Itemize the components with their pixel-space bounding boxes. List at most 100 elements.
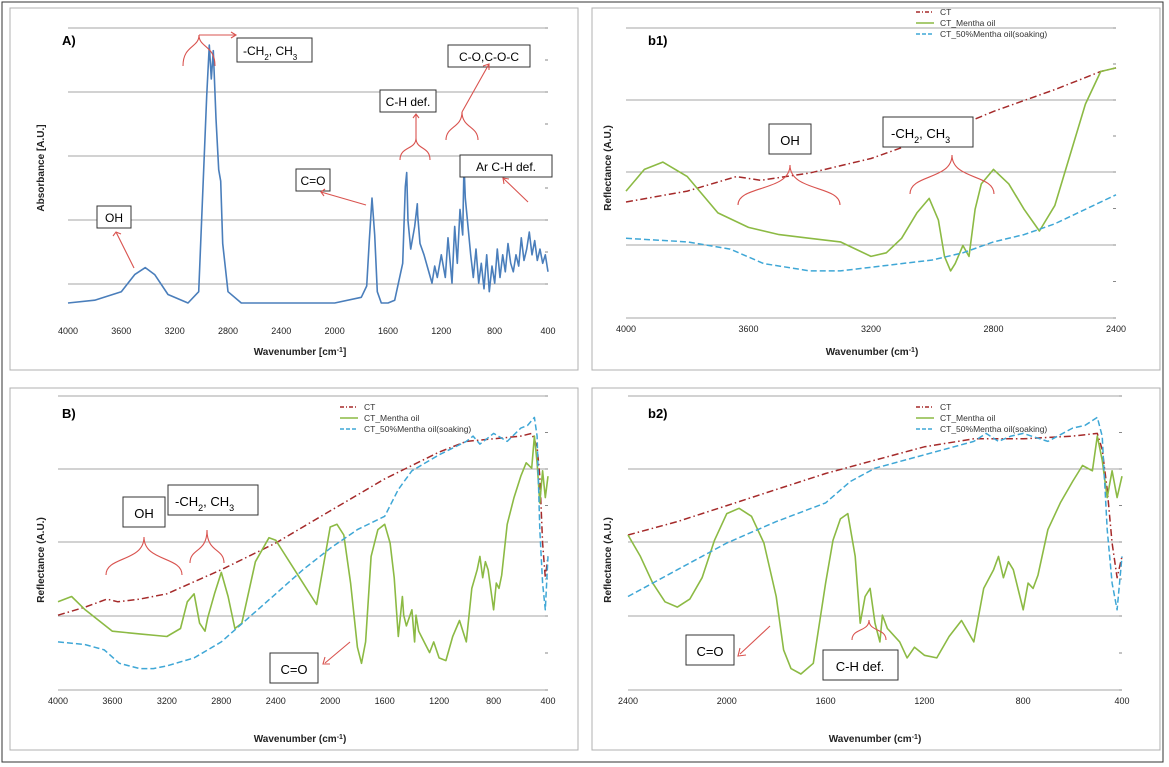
svg-text:C=O: C=O xyxy=(696,644,723,659)
legend-label: CT_50%Mentha oil(soaking) xyxy=(364,424,471,434)
panel-A-title: A) xyxy=(62,33,76,48)
svg-text:C=O: C=O xyxy=(280,662,307,677)
panel-B-annotation-ch2-ch3: -CH2, CH3 xyxy=(167,484,259,564)
panel-B-title: B) xyxy=(62,406,76,421)
x-tick-label: 3600 xyxy=(738,324,758,334)
panel-A-x-axis-label: Wavenumber [cm-1] xyxy=(254,347,347,359)
series-line xyxy=(625,67,1117,272)
panel-b2-annotation-c-o: C=O xyxy=(685,625,771,666)
panel-B-x-axis-label: Wavenumber (cm-1) xyxy=(254,734,347,746)
series-line xyxy=(625,67,1117,203)
svg-text:-CH2, CH3: -CH2, CH3 xyxy=(891,126,950,145)
panel-A-annotation-ar-ch-def: Ar C-H def. xyxy=(459,154,553,203)
x-tick-label: 1200 xyxy=(914,696,934,706)
series-line xyxy=(627,432,1123,579)
series-line xyxy=(627,416,1123,611)
panel-b1-title: b1) xyxy=(648,33,668,48)
x-tick-label: 3200 xyxy=(165,326,185,336)
panel-b1-x-ticks: 4000 3600 3200 2800 2400 xyxy=(616,324,1126,334)
svg-text:OH: OH xyxy=(780,133,800,148)
panel-b2-x-axis-label: Wavenumber (cm-1) xyxy=(829,734,922,746)
panel-A-frame xyxy=(9,7,579,371)
panel-b1-plot xyxy=(625,67,1117,272)
svg-text:C=O: C=O xyxy=(300,174,325,188)
x-tick-label: 3600 xyxy=(102,696,122,706)
panel-B-frame xyxy=(9,387,579,751)
panel-B-annotation-oh: OH xyxy=(105,496,183,576)
x-tick-label: 4000 xyxy=(48,696,68,706)
x-tick-label: 2800 xyxy=(211,696,231,706)
x-tick-label: 800 xyxy=(487,326,502,336)
panel-B-y-axis-label: Reflectance (A.U.) xyxy=(36,517,47,603)
x-tick-label: 2000 xyxy=(325,326,345,336)
legend-label: CT_Mentha oil xyxy=(364,413,419,423)
x-tick-label: 2800 xyxy=(218,326,238,336)
panel-A-y-axis-label: Absorbance [A.U.] xyxy=(36,124,47,211)
x-tick-label: 2000 xyxy=(717,696,737,706)
panel-b1-annotation-oh: OH xyxy=(737,123,841,206)
panel-b2-plot xyxy=(627,416,1123,675)
series-line xyxy=(67,44,549,304)
panel-B: B) 4000 3600 3200 2800 2400 2000 1600 1200 800 40… xyxy=(9,387,579,751)
panel-A-plot xyxy=(67,44,549,304)
panel-b2-title: b2) xyxy=(648,406,668,421)
x-tick-label: 3200 xyxy=(157,696,177,706)
legend-label: CT_50%Mentha oil(soaking) xyxy=(940,29,1047,39)
panel-A-annotation-ch2-ch3: -CH2, CH3 xyxy=(182,31,313,67)
x-tick-label: 800 xyxy=(486,696,501,706)
legend-label: CT xyxy=(940,402,951,412)
x-tick-label: 2400 xyxy=(271,326,291,336)
panel-A-annotation-oh: OH xyxy=(96,205,135,269)
svg-text:C-H def.: C-H def. xyxy=(386,95,431,109)
x-tick-label: 4000 xyxy=(616,324,636,334)
svg-text:C-O,C-O-C: C-O,C-O-C xyxy=(459,50,519,64)
x-tick-label: 800 xyxy=(1016,696,1031,706)
panel-A-x-ticks: 4000 3600 3200 2800 2400 2000 1600 1200 800 400 xyxy=(58,326,556,336)
panel-b2-x-ticks: 2400 2000 1600 1200 800 400 xyxy=(618,696,1130,706)
panel-B-grid xyxy=(58,395,548,691)
panel-b2-y-axis-label: Reflectance (A.U.) xyxy=(603,517,614,603)
series-line xyxy=(57,435,549,665)
x-tick-label: 2400 xyxy=(1106,324,1126,334)
panel-b1-grid xyxy=(626,27,1116,319)
panel-A-annotation-c-o-c: C-O,C-O-C xyxy=(445,44,531,141)
x-tick-label: 1600 xyxy=(378,326,398,336)
series-line xyxy=(57,432,549,616)
x-tick-label: 4000 xyxy=(58,326,78,336)
panel-A-annotation-ch-def: C-H def. xyxy=(379,89,437,161)
x-tick-label: 400 xyxy=(540,696,555,706)
x-tick-label: 2000 xyxy=(320,696,340,706)
panel-B-annotation-c-o: C=O xyxy=(269,641,351,684)
svg-text:OH: OH xyxy=(105,211,123,225)
svg-text:C-H def.: C-H def. xyxy=(836,659,884,674)
series-line xyxy=(627,435,1123,675)
x-tick-label: 1200 xyxy=(431,326,451,336)
svg-text:Ar C-H def.: Ar C-H def. xyxy=(476,160,536,174)
x-tick-label: 1600 xyxy=(816,696,836,706)
legend-label: CT_50%Mentha oil(soaking) xyxy=(940,424,1047,434)
x-tick-label: 2800 xyxy=(983,324,1003,334)
x-tick-label: 400 xyxy=(540,326,555,336)
x-tick-label: 3600 xyxy=(111,326,131,336)
legend-label: CT xyxy=(940,7,951,17)
legend-label: CT_Mentha oil xyxy=(940,18,995,28)
panel-b2-frame xyxy=(591,387,1161,751)
series-line xyxy=(57,416,549,670)
x-tick-label: 2400 xyxy=(266,696,286,706)
panel-b1-x-axis-label: Wavenumber (cm-1) xyxy=(826,347,919,359)
svg-text:-CH2, CH3: -CH2, CH3 xyxy=(243,44,298,62)
series-line xyxy=(625,194,1117,272)
x-tick-label: 2400 xyxy=(618,696,638,706)
panel-b1-frame xyxy=(591,7,1161,371)
x-tick-label: 400 xyxy=(1114,696,1129,706)
svg-text:-CH2, CH3: -CH2, CH3 xyxy=(175,494,234,513)
x-tick-label: 3200 xyxy=(861,324,881,334)
svg-text:OH: OH xyxy=(134,506,154,521)
panel-B-x-ticks: 4000 3600 3200 2800 2400 2000 1600 1200 800 400 xyxy=(48,696,556,706)
